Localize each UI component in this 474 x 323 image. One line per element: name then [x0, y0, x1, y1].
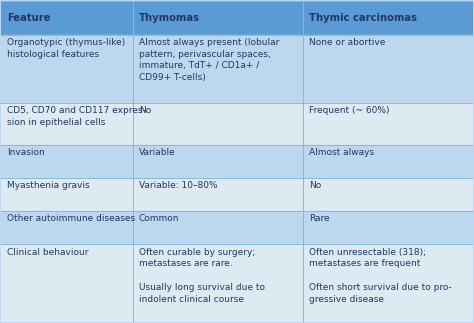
Text: Frequent (~ 60%): Frequent (~ 60%) — [309, 106, 389, 115]
Text: Often unresectable (318);
metastases are frequent

Often short survival due to p: Often unresectable (318); metastases are… — [309, 247, 451, 304]
Bar — [1, 35, 473, 103]
Text: Organotypic (thymus-like)
histological features: Organotypic (thymus-like) histological f… — [7, 38, 125, 58]
Text: No: No — [309, 181, 321, 190]
Text: Almost always: Almost always — [309, 148, 374, 157]
Text: Other autoimmune diseases: Other autoimmune diseases — [7, 214, 135, 224]
Text: Feature: Feature — [7, 13, 51, 23]
Text: Thymomas: Thymomas — [139, 13, 200, 23]
Bar — [1, 1, 473, 35]
Bar — [1, 103, 473, 145]
Text: Common: Common — [139, 214, 180, 224]
Bar — [1, 244, 473, 322]
Bar — [1, 178, 473, 211]
Bar — [1, 211, 473, 244]
Text: Clinical behaviour: Clinical behaviour — [7, 247, 89, 256]
Text: Often curable by surgery;
metastases are rare.

Usually long survival due to
ind: Often curable by surgery; metastases are… — [139, 247, 265, 304]
Text: Thymic carcinomas: Thymic carcinomas — [309, 13, 417, 23]
Text: Invasion: Invasion — [7, 148, 45, 157]
Text: Almost always present (lobular
pattern, perivascular spaces,
immature, TdT+ / CD: Almost always present (lobular pattern, … — [139, 38, 279, 82]
Text: CD5, CD70 and CD117 expres-
sion in epithelial cells: CD5, CD70 and CD117 expres- sion in epit… — [7, 106, 146, 127]
Text: Variable: Variable — [139, 148, 176, 157]
Text: No: No — [139, 106, 151, 115]
Bar — [1, 145, 473, 178]
Text: Variable: 10–80%: Variable: 10–80% — [139, 181, 218, 190]
Text: None or abortive: None or abortive — [309, 38, 385, 47]
Text: Rare: Rare — [309, 214, 329, 224]
Text: Myasthenia gravis: Myasthenia gravis — [7, 181, 90, 190]
